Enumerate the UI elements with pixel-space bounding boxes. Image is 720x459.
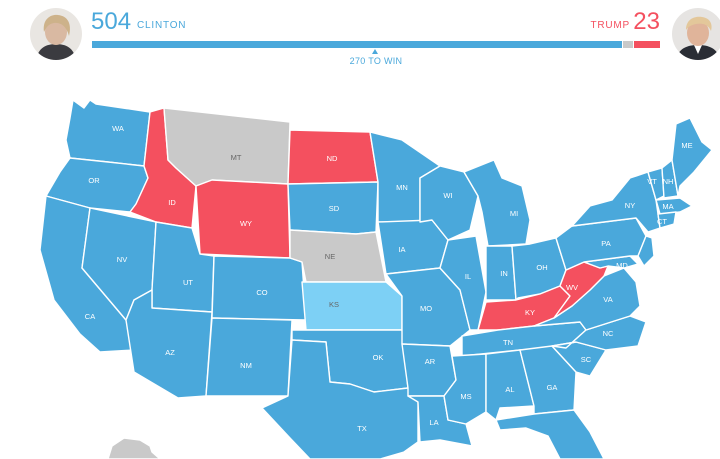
- win-threshold-marker: [372, 49, 378, 54]
- clinton-label: CLINTON: [137, 20, 187, 31]
- label-oh: OH: [536, 263, 547, 272]
- label-mn: MN: [396, 183, 408, 192]
- win-threshold-label: 270 TO WIN: [349, 56, 403, 66]
- label-al: AL: [505, 385, 514, 394]
- trump-label: TRUMP: [590, 20, 630, 31]
- label-ct: CT: [657, 217, 667, 226]
- clinton-vote-bar: [92, 41, 622, 48]
- label-mt: MT: [231, 153, 242, 162]
- label-vt: VT: [647, 177, 657, 186]
- label-id: ID: [168, 198, 176, 207]
- state-me[interactable]: [671, 117, 713, 197]
- state-ma[interactable]: [655, 197, 693, 215]
- label-ny: NY: [625, 201, 635, 210]
- label-va: VA: [603, 295, 612, 304]
- state-ak[interactable]: [107, 437, 161, 459]
- label-tn: TN: [503, 338, 513, 347]
- clinton-electoral-votes: 504: [91, 8, 132, 35]
- state-ne[interactable]: [289, 229, 387, 283]
- state-ct[interactable]: [657, 211, 677, 229]
- undecided-vote-bar: [623, 41, 633, 48]
- trump-avatar: [672, 8, 720, 60]
- label-in: IN: [500, 269, 508, 278]
- label-ca: CA: [85, 312, 95, 321]
- label-wv: WV: [566, 283, 578, 292]
- state-tx[interactable]: [261, 339, 419, 459]
- label-ks: KS: [329, 300, 339, 309]
- state-nm[interactable]: [205, 317, 293, 397]
- label-il: IL: [465, 272, 471, 281]
- label-mi: MI: [510, 209, 518, 218]
- state-fl[interactable]: [495, 409, 605, 459]
- label-nc: NC: [603, 329, 614, 338]
- label-la: LA: [429, 418, 438, 427]
- state-mi[interactable]: [463, 159, 531, 247]
- label-wi: WI: [443, 191, 452, 200]
- label-nm: NM: [240, 361, 252, 370]
- state-ar[interactable]: [401, 343, 457, 397]
- label-wa: WA: [112, 124, 124, 133]
- label-nh: NH: [663, 177, 674, 186]
- label-nd: ND: [327, 154, 338, 163]
- label-co: CO: [256, 288, 267, 297]
- trump-electoral-votes: 23: [633, 8, 660, 35]
- label-ky: KY: [525, 308, 535, 317]
- state-nj[interactable]: [637, 235, 655, 267]
- state-ks[interactable]: [301, 281, 403, 331]
- label-ga: GA: [547, 383, 558, 392]
- clinton-avatar: [30, 8, 82, 60]
- label-mo: MO: [420, 304, 432, 313]
- state-wy[interactable]: [195, 179, 291, 259]
- label-or: OR: [88, 176, 100, 185]
- state-wa[interactable]: [65, 99, 151, 167]
- label-ms: MS: [460, 392, 471, 401]
- state-ia[interactable]: [377, 219, 449, 275]
- label-me: ME: [681, 141, 692, 150]
- trump-vote-bar: [634, 41, 660, 48]
- label-sc: SC: [581, 355, 592, 364]
- label-ma: MA: [662, 202, 673, 211]
- label-sd: SD: [329, 204, 340, 213]
- state-wi[interactable]: [419, 165, 479, 241]
- label-ok: OK: [373, 353, 384, 362]
- state-il[interactable]: [439, 235, 487, 331]
- label-md: MD: [616, 261, 628, 270]
- label-tx: TX: [357, 424, 367, 433]
- label-ar: AR: [425, 357, 436, 366]
- label-pa: PA: [601, 239, 610, 248]
- label-ne: NE: [325, 252, 335, 261]
- label-wy: WY: [240, 219, 252, 228]
- state-mt[interactable]: [163, 107, 291, 187]
- label-ut: UT: [183, 278, 193, 287]
- label-ia: IA: [398, 245, 405, 254]
- label-az: AZ: [165, 348, 175, 357]
- label-nv: NV: [117, 255, 127, 264]
